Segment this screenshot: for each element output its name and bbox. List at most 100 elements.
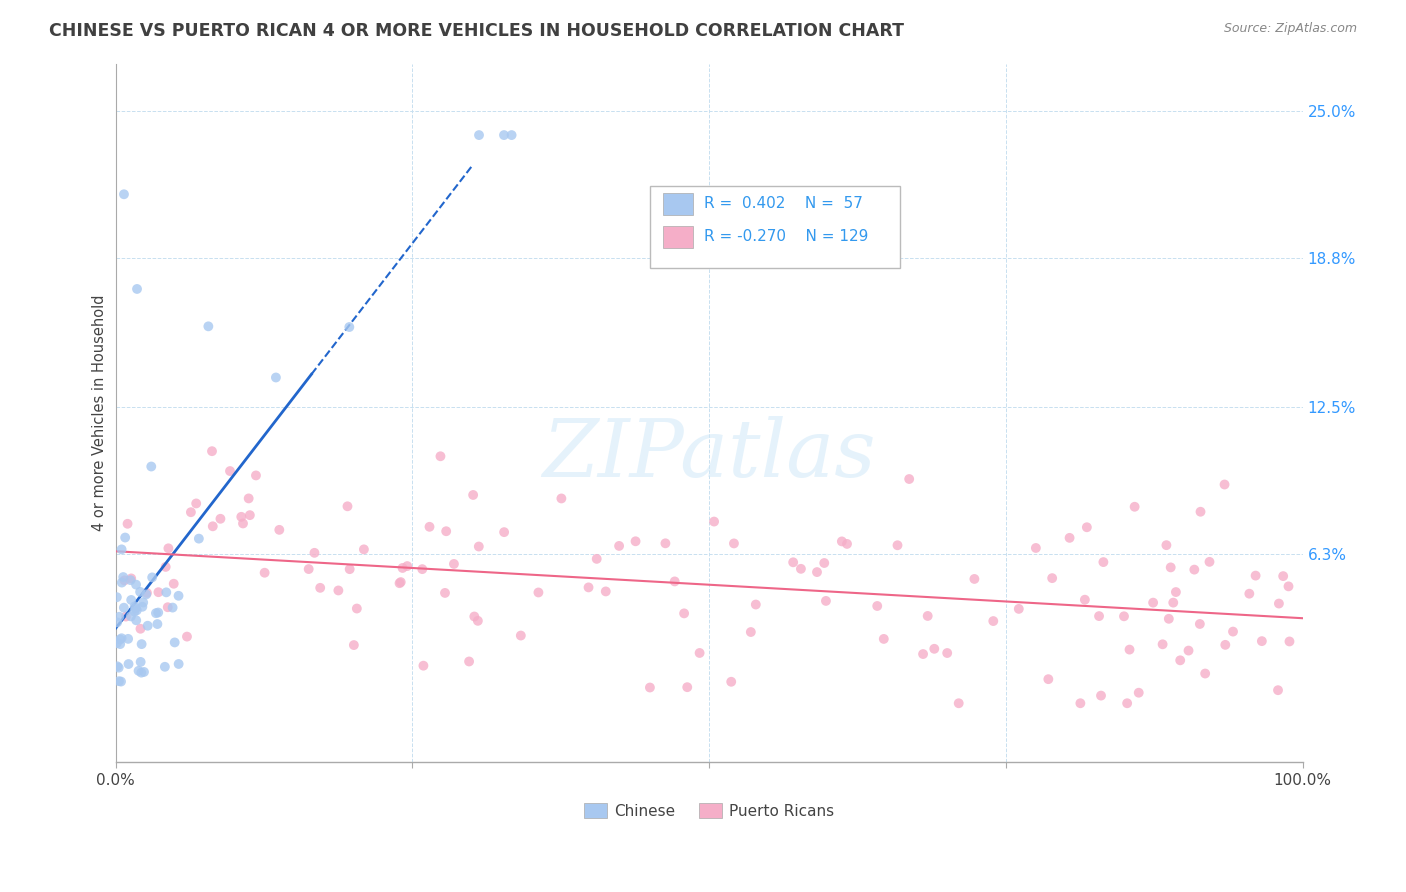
Point xyxy=(339,562,361,576)
Point xyxy=(105,659,128,673)
Point xyxy=(114,531,136,545)
Point xyxy=(607,539,630,553)
Point xyxy=(201,519,224,533)
Point xyxy=(501,128,523,142)
Point xyxy=(492,128,515,142)
Point xyxy=(136,618,159,632)
Point xyxy=(1239,587,1261,601)
Point xyxy=(231,509,253,524)
Point xyxy=(115,609,138,624)
Point xyxy=(353,542,375,557)
Point xyxy=(434,524,457,539)
Point xyxy=(458,655,481,669)
Point xyxy=(1244,568,1267,582)
Point xyxy=(1213,477,1236,491)
Point xyxy=(924,641,946,656)
Point xyxy=(110,632,132,646)
Point xyxy=(1194,666,1216,681)
Point xyxy=(238,491,260,506)
Point xyxy=(1198,555,1220,569)
Point xyxy=(509,628,531,642)
Point xyxy=(120,571,142,585)
Point xyxy=(108,632,131,647)
Point xyxy=(1161,596,1184,610)
Point xyxy=(112,600,135,615)
Point xyxy=(108,609,131,624)
Point xyxy=(1188,617,1211,632)
Point xyxy=(107,660,129,674)
Point xyxy=(886,538,908,552)
Point xyxy=(396,559,419,574)
Point xyxy=(527,585,550,599)
Point xyxy=(948,696,970,710)
Point xyxy=(1267,683,1289,698)
Point xyxy=(1074,592,1097,607)
Point xyxy=(1118,642,1140,657)
Point xyxy=(337,320,360,334)
Point xyxy=(664,574,686,589)
Point xyxy=(112,187,135,202)
Point xyxy=(1123,500,1146,514)
Point xyxy=(187,532,209,546)
Point xyxy=(132,595,155,609)
Point xyxy=(1038,672,1060,686)
Point xyxy=(156,600,179,615)
Point xyxy=(117,516,139,531)
Point xyxy=(131,599,153,614)
Point xyxy=(105,615,128,630)
Point xyxy=(1142,596,1164,610)
Point xyxy=(157,541,180,556)
Point xyxy=(108,674,131,689)
Point xyxy=(108,637,131,651)
Point xyxy=(813,556,835,570)
Point xyxy=(689,646,711,660)
Point xyxy=(132,665,155,679)
Point xyxy=(209,512,232,526)
Point xyxy=(443,557,465,571)
Point xyxy=(624,534,647,549)
Point xyxy=(391,561,413,575)
Point xyxy=(146,617,169,632)
Point xyxy=(304,546,326,560)
Point xyxy=(167,589,190,603)
Point xyxy=(162,600,184,615)
Point xyxy=(125,577,148,591)
Y-axis label: 4 or more Vehicles in Household: 4 or more Vehicles in Household xyxy=(93,295,107,532)
Point xyxy=(468,540,491,554)
Point xyxy=(866,599,889,613)
Point xyxy=(550,491,572,506)
Point xyxy=(1059,531,1081,545)
Point xyxy=(219,464,242,478)
Point xyxy=(936,646,959,660)
Point xyxy=(131,637,153,651)
Point xyxy=(790,562,813,576)
Point xyxy=(153,660,176,674)
Point xyxy=(578,581,600,595)
Point xyxy=(141,570,163,584)
Point xyxy=(1152,637,1174,651)
Point xyxy=(1088,609,1111,624)
Point xyxy=(239,508,262,523)
Point xyxy=(117,632,139,646)
Point xyxy=(740,625,762,640)
Point xyxy=(745,598,768,612)
Point xyxy=(141,459,163,474)
Point xyxy=(346,601,368,615)
Point xyxy=(1156,538,1178,552)
Point xyxy=(328,583,350,598)
Point xyxy=(112,570,135,584)
Point xyxy=(131,665,153,680)
Point xyxy=(468,128,491,142)
Point xyxy=(720,674,742,689)
Point xyxy=(105,591,128,605)
Point xyxy=(1278,634,1301,648)
Point xyxy=(120,609,142,624)
Point xyxy=(1092,555,1115,569)
Point xyxy=(1160,560,1182,574)
Point xyxy=(388,576,411,591)
Point xyxy=(201,444,224,458)
Point xyxy=(1277,579,1299,593)
Point xyxy=(1189,505,1212,519)
Point xyxy=(298,562,321,576)
Point xyxy=(129,655,152,669)
